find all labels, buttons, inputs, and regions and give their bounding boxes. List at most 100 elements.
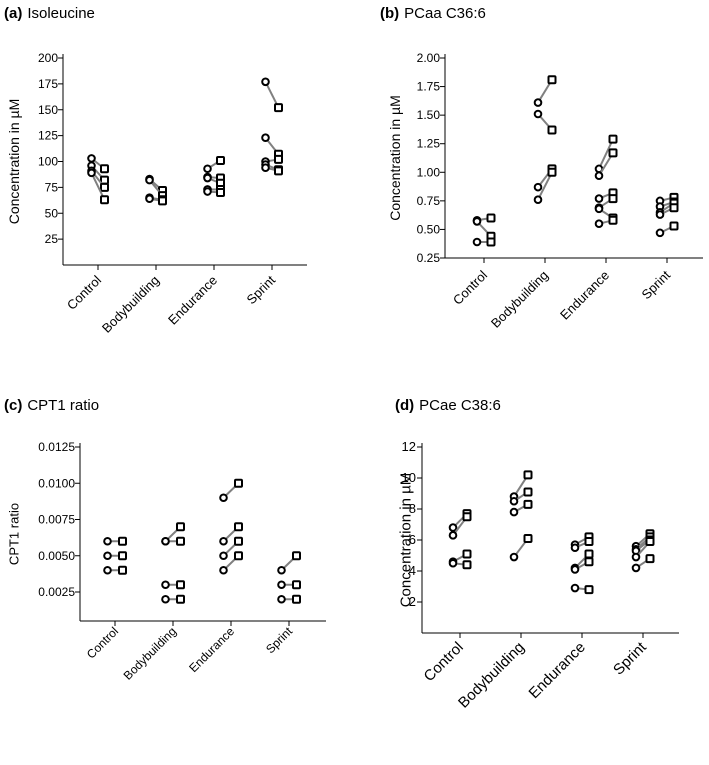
post-value-square	[523, 487, 533, 497]
chart-panel-3: (c) CPT1 ratio 0.0025 0.0050 0.0075 0.0100 0.0…	[4, 397, 326, 683]
y-tick-label: 0.0075	[38, 513, 75, 527]
post-value-square	[216, 188, 225, 198]
post-value-square	[100, 164, 109, 174]
post-value-square	[645, 537, 655, 547]
paired-line	[537, 171, 553, 201]
pre-value-circle	[533, 109, 543, 119]
chart-panel-1: (a) Isoleucine 25 50 75 100 125 150 175 200 Concen…	[4, 5, 307, 336]
pre-value-circle	[219, 536, 228, 546]
y-tick-label: 150	[38, 103, 58, 117]
pre-value-circle	[594, 204, 604, 214]
post-value-square	[234, 551, 243, 561]
y-tick-label: 0.0100	[38, 476, 75, 490]
y-axis-label: CPT1 ratio	[7, 503, 22, 565]
post-value-square	[669, 221, 679, 231]
y-tick-label: 6	[409, 532, 416, 547]
y-tick-label: 25	[45, 232, 59, 246]
category-label: Sprint	[243, 272, 278, 307]
chart-panel-2: (b) PCaa C36:6 0.25 0.50 0.75 1.00 1.25 1.50 1.7…	[380, 5, 703, 331]
post-value-square	[118, 551, 127, 561]
post-value-square	[274, 154, 283, 164]
post-value-square	[486, 237, 496, 247]
y-tick-label: 175	[38, 77, 58, 91]
pre-value-circle	[277, 565, 286, 575]
y-tick-label: 200	[38, 51, 58, 65]
pre-value-circle	[261, 163, 270, 173]
panel-title: (c) CPT1 ratio	[4, 397, 99, 414]
pre-value-circle	[87, 168, 96, 178]
pre-value-circle	[594, 219, 604, 229]
y-tick-label: 0.0125	[38, 440, 75, 454]
category-label: Control	[84, 624, 121, 661]
post-value-square	[584, 549, 594, 559]
post-value-square	[645, 554, 655, 564]
category-label: Bodybuilding	[488, 268, 551, 331]
panel-name: CPT1 ratio	[27, 397, 99, 414]
category-label: Bodybuilding	[99, 273, 162, 336]
pre-value-circle	[448, 523, 458, 532]
panel-letter: (a)	[4, 5, 22, 22]
post-value-square	[274, 103, 283, 113]
pre-value-circle	[203, 173, 212, 183]
pre-value-circle	[145, 194, 154, 204]
post-value-square	[176, 594, 185, 604]
pre-value-circle	[655, 228, 665, 238]
post-value-square	[158, 196, 167, 206]
category-label: Endurance	[165, 273, 220, 328]
post-value-square	[547, 167, 557, 177]
post-value-square	[547, 125, 557, 135]
post-value-square	[234, 478, 243, 488]
post-value-square	[462, 549, 472, 559]
post-value-square	[234, 536, 243, 546]
pre-value-circle	[509, 496, 519, 506]
post-value-square	[118, 536, 127, 546]
pre-value-circle	[219, 565, 228, 575]
pre-value-circle	[533, 182, 543, 192]
y-tick-label: 1.25	[417, 137, 441, 151]
pre-value-circle	[277, 594, 286, 604]
panel-letter: (c)	[4, 397, 22, 414]
y-axis-label: Concentration in µM	[387, 95, 403, 221]
pre-value-circle	[145, 175, 154, 185]
post-value-square	[100, 182, 109, 192]
y-tick-label: 12	[402, 439, 416, 454]
y-axis-label: Concentration in µM	[397, 473, 414, 608]
pre-value-circle	[533, 98, 543, 107]
y-tick-label: 100	[38, 155, 58, 169]
pre-value-circle	[533, 195, 543, 205]
post-value-square	[292, 594, 301, 604]
y-tick-label: 10	[402, 470, 416, 485]
post-value-square	[118, 565, 127, 575]
y-tick-label: 1.75	[417, 80, 441, 94]
post-value-square	[216, 155, 225, 165]
pre-value-circle	[509, 507, 519, 517]
post-value-square	[584, 585, 594, 595]
y-tick-label: 0.75	[417, 194, 441, 208]
pre-value-circle	[570, 583, 580, 593]
post-value-square	[608, 148, 618, 158]
pre-value-circle	[472, 237, 482, 247]
post-value-square	[176, 522, 185, 532]
pre-value-circle	[448, 558, 458, 568]
category-label: Bodybuilding	[455, 639, 528, 712]
y-tick-label: 4	[409, 563, 416, 578]
post-value-square	[100, 175, 109, 185]
post-value-square	[547, 75, 557, 85]
post-value-square	[292, 580, 301, 590]
post-value-square	[274, 166, 283, 176]
category-label: Control	[450, 267, 490, 307]
pre-value-circle	[103, 536, 112, 546]
pre-value-circle	[203, 164, 212, 174]
pre-value-circle	[103, 551, 112, 561]
y-tick-label: 2	[409, 594, 416, 609]
pre-value-circle	[87, 154, 96, 163]
post-value-square	[523, 533, 533, 543]
y-tick-label: 0.0050	[38, 549, 75, 563]
pre-value-circle	[161, 580, 170, 590]
post-value-square	[462, 512, 472, 522]
post-value-square	[669, 203, 679, 213]
pre-value-circle	[570, 543, 580, 553]
y-tick-label: 8	[409, 501, 416, 516]
pre-value-circle	[631, 552, 641, 562]
